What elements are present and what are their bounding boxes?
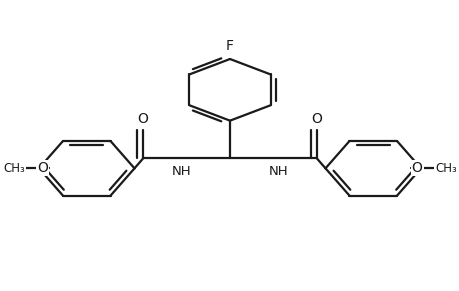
Text: O: O bbox=[37, 161, 48, 175]
Text: O: O bbox=[311, 112, 322, 126]
Text: O: O bbox=[411, 161, 422, 175]
Text: F: F bbox=[225, 39, 234, 53]
Text: CH₃: CH₃ bbox=[3, 162, 25, 175]
Text: CH₃: CH₃ bbox=[434, 162, 456, 175]
Text: NH: NH bbox=[171, 165, 191, 178]
Text: NH: NH bbox=[268, 165, 288, 178]
Text: O: O bbox=[137, 112, 148, 126]
